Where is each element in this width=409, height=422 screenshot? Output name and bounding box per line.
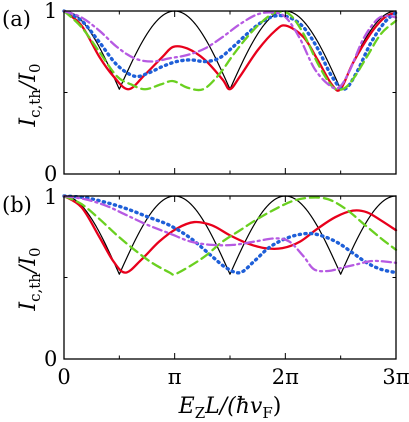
panel-b-plot-area bbox=[62, 194, 398, 360]
panel-b: (b) 1 0 Ic,th/I0 0 π 2π 3π EZL/(ħvF) bbox=[2, 185, 409, 422]
panel-b-xticks: 0 π 2π 3π bbox=[57, 365, 409, 389]
panel-b-series-0-line bbox=[63, 195, 397, 275]
x-tick-label-2: 2π bbox=[272, 365, 299, 389]
panel-a-ytick-top: 1 bbox=[44, 0, 57, 23]
panel-a-series-3-line bbox=[62, 9, 398, 92]
panel-a-ylabel: Ic,th/I0 bbox=[16, 63, 44, 127]
panel-b-series-4-line bbox=[62, 194, 398, 273]
panel-a-frame bbox=[63, 10, 397, 175]
panel-a: (a) 1 0 Ic,th/I0 bbox=[2, 0, 398, 186]
panel-b-ytick-bottom: 0 bbox=[44, 347, 57, 371]
panel-b-series-3-line bbox=[62, 194, 398, 276]
panel-b-frame bbox=[63, 195, 397, 360]
x-tick-label-0: 0 bbox=[57, 365, 70, 389]
panel-a-label: (a) bbox=[2, 7, 31, 31]
panel-b-ylabel-text: Ic,th/I0 bbox=[16, 247, 44, 311]
panel-a-series-4-line bbox=[62, 9, 398, 90]
panel-b-ytick-top: 1 bbox=[44, 185, 57, 209]
panel-b-label: (b) bbox=[2, 193, 32, 217]
x-tick-label-1: π bbox=[168, 365, 182, 389]
panel-a-plot-area bbox=[62, 9, 398, 175]
panel-b-series-2-line bbox=[62, 194, 398, 275]
panel-a-ytick-bottom: 0 bbox=[44, 162, 57, 186]
panel-a-ylabel-text: Ic,th/I0 bbox=[16, 63, 44, 127]
x-tick-label-3: 3π bbox=[382, 365, 409, 389]
panel-b-ylabel: Ic,th/I0 bbox=[16, 247, 44, 311]
x-axis-title: EZL/(ħvF) bbox=[178, 394, 282, 422]
